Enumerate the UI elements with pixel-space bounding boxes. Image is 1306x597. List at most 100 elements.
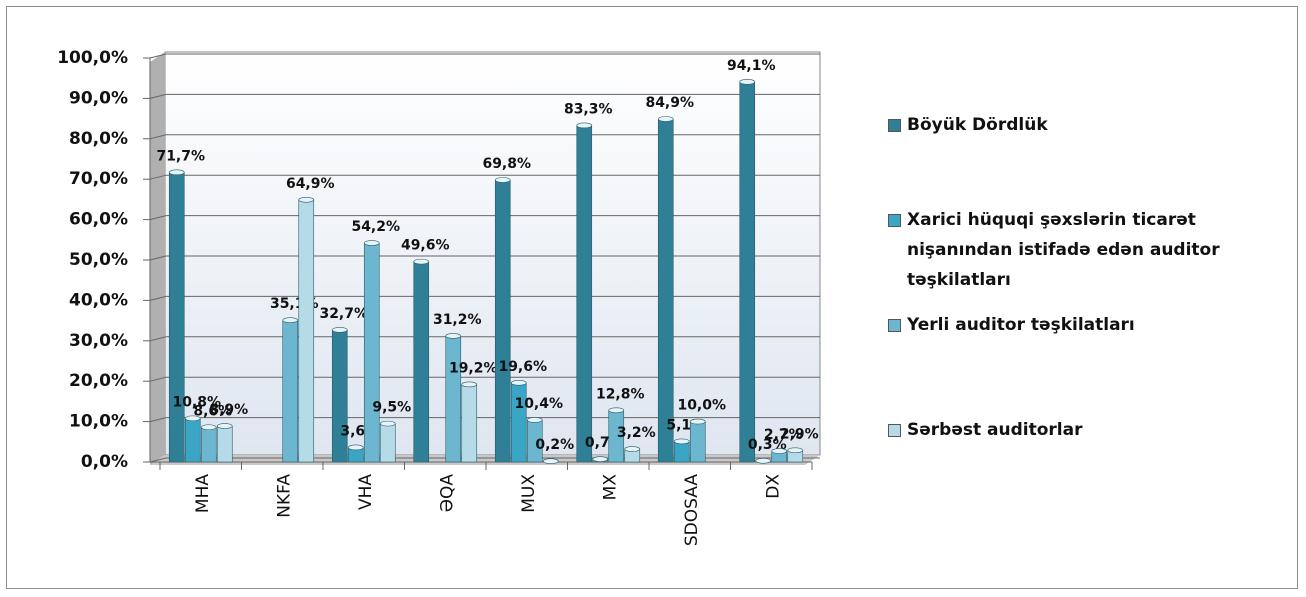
data-label: 32,7% — [319, 306, 368, 322]
grid-line — [149, 53, 820, 59]
y-tick-label: 90,0% — [69, 88, 128, 108]
y-tick-label: 50,0% — [69, 250, 128, 270]
floor — [150, 455, 820, 465]
x-tick-label: MX — [600, 474, 620, 501]
data-label: 83,3% — [564, 101, 613, 117]
grid-line — [149, 93, 820, 99]
bar — [200, 426, 217, 463]
y-tick-label: 70,0% — [69, 169, 128, 189]
grid-line — [149, 417, 820, 423]
bar-cap — [347, 444, 364, 451]
data-label: 8,6% — [193, 403, 232, 419]
bar-cap — [494, 177, 511, 183]
bar-cap — [542, 458, 559, 464]
bar — [363, 242, 380, 463]
legend-label: Böyük Dördlük — [907, 115, 1048, 135]
data-label: 9,5% — [372, 400, 411, 416]
bar — [673, 441, 690, 463]
bar — [510, 382, 527, 463]
bar — [413, 261, 430, 463]
bar-cap — [461, 381, 478, 388]
bar — [445, 335, 462, 463]
bar — [168, 172, 185, 463]
data-label: 8,9% — [209, 402, 248, 418]
data-label: 94,1% — [727, 58, 776, 74]
grid-line — [149, 215, 820, 221]
bar-cap — [298, 197, 315, 203]
y-tick-label: 80,0% — [69, 129, 128, 149]
bar-cap — [379, 420, 396, 427]
data-label: 10,0% — [677, 398, 726, 414]
y-tick-label: 0,0% — [81, 452, 128, 472]
bar — [379, 423, 396, 463]
bar — [216, 425, 233, 463]
data-label: 0,2% — [535, 437, 574, 453]
legend-label: Xarici hüquqi şəxslərin ticarət nişanınd… — [907, 210, 1220, 290]
bar-cap — [184, 415, 201, 422]
legend-item: Sərbəst auditorlar — [888, 415, 1082, 445]
data-label: 54,2% — [351, 219, 400, 235]
data-label: 19,6% — [498, 359, 547, 375]
legend-item: Böyük Dördlük — [888, 110, 1048, 140]
y-tick-label: 40,0% — [69, 290, 128, 310]
bar-cap — [608, 407, 625, 414]
x-tick-label: ƏQA — [437, 474, 457, 513]
bar-cap — [413, 258, 430, 265]
data-label: 31,2% — [433, 312, 482, 328]
legend-item: Xarici hüquqi şəxslərin ticarət nişanınd… — [888, 205, 1288, 295]
y-tick-label: 20,0% — [69, 371, 128, 391]
bar — [689, 421, 706, 463]
bar-cap — [282, 317, 299, 323]
data-label: 10,4% — [514, 396, 563, 412]
data-label: 64,9% — [286, 176, 335, 192]
bar-cap — [673, 438, 690, 445]
bar-cap — [526, 417, 543, 423]
bar-cap — [445, 333, 462, 339]
grid-line — [149, 134, 820, 140]
legend-label: Sərbəst auditorlar — [907, 420, 1083, 440]
bar-cap — [787, 447, 804, 454]
bar-cap — [168, 169, 185, 176]
bar — [184, 418, 201, 463]
data-label: 12,8% — [596, 386, 645, 402]
grid-line — [149, 376, 820, 382]
data-label: 10,8% — [172, 394, 221, 410]
data-label: 84,9% — [645, 95, 694, 111]
x-tick-label: VHA — [356, 474, 376, 510]
bar-cap — [739, 79, 756, 85]
grid-line — [149, 255, 820, 261]
bar — [282, 319, 299, 463]
y-tick-label: 30,0% — [69, 331, 128, 351]
bar-cap — [200, 424, 217, 431]
x-tick-label: NKFA — [274, 474, 294, 518]
data-label: 19,2% — [449, 360, 498, 376]
x-tick-label: DX — [763, 474, 783, 499]
bar — [657, 118, 674, 463]
data-label: 69,8% — [482, 156, 531, 172]
grid-line — [149, 174, 820, 180]
bar-cap — [510, 380, 527, 386]
data-label: 2,7% — [764, 427, 803, 443]
data-label: 71,7% — [156, 148, 205, 164]
data-label: 3,2% — [617, 425, 656, 441]
bar — [331, 329, 348, 463]
legend-swatch — [888, 214, 901, 227]
bar-cap — [576, 122, 593, 129]
x-tick-label: SDOSAA — [682, 474, 702, 546]
bar — [494, 179, 511, 463]
bar-cap — [657, 116, 674, 122]
bar — [461, 384, 478, 463]
data-label: 49,6% — [401, 238, 450, 254]
bar-cap — [363, 240, 380, 246]
bar-cap — [592, 456, 609, 462]
legend-swatch — [888, 319, 901, 332]
legend-label: Yerli auditor təşkilatları — [907, 315, 1135, 335]
y-tick-label: 100,0% — [57, 48, 128, 68]
chart-frame — [6, 6, 1298, 589]
bar-cap — [331, 327, 348, 333]
y-tick-label: 10,0% — [69, 412, 128, 432]
bar — [576, 125, 593, 463]
legend-swatch — [888, 424, 901, 437]
